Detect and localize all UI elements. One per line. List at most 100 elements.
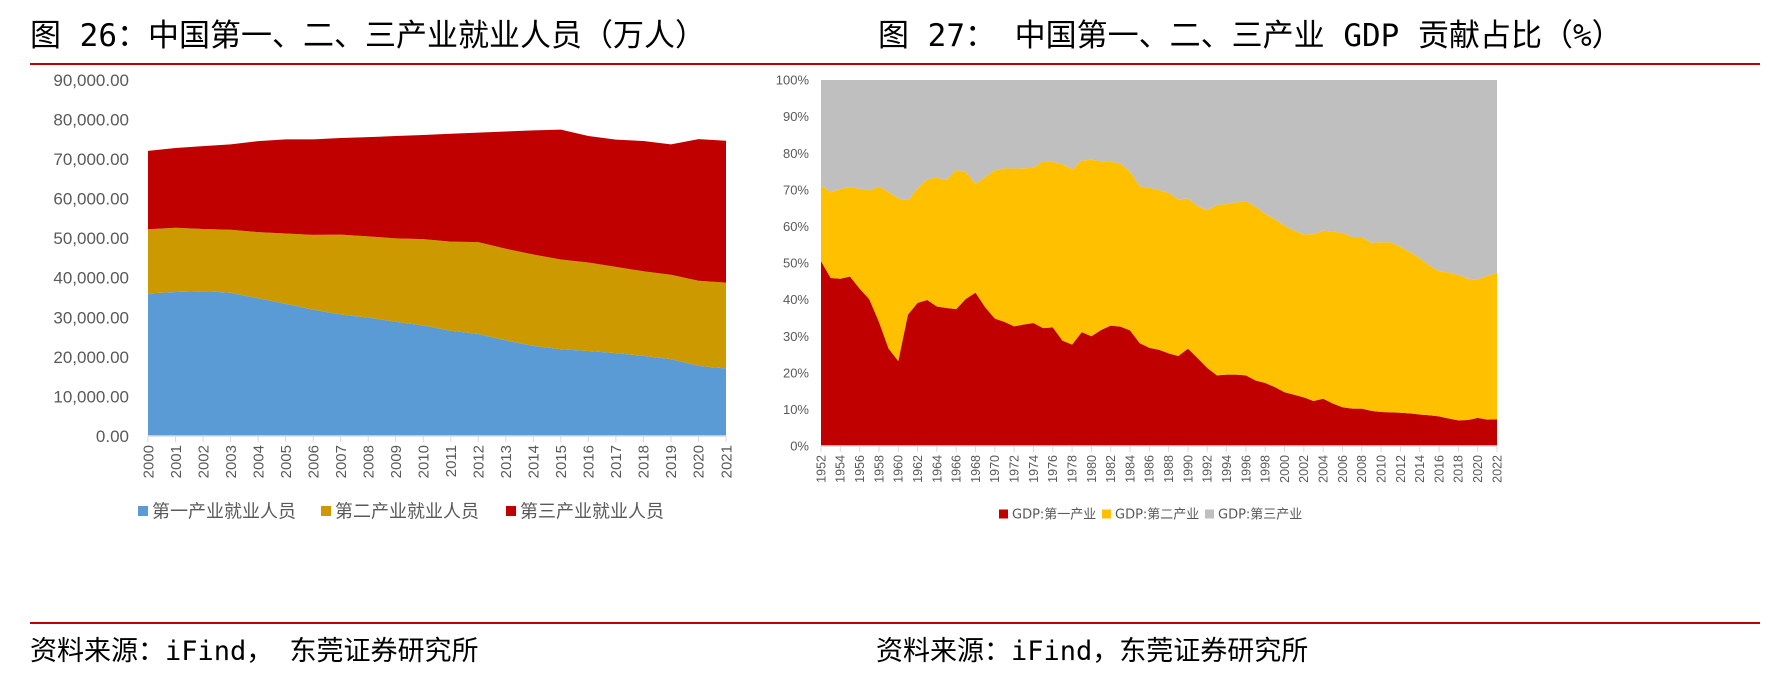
y-tick-label: 70% — [783, 182, 809, 197]
x-tick-label: 1964 — [930, 455, 944, 483]
x-tick-label: 1962 — [911, 455, 925, 483]
y-tick-label: 50% — [783, 256, 809, 271]
x-tick-label: 1994 — [1220, 455, 1234, 483]
x-tick-label: 2004 — [250, 445, 267, 478]
area-series-left-3 — [148, 129, 726, 283]
x-tick-label: 2009 — [388, 445, 405, 478]
y-tick-label: 50,000.00 — [53, 229, 129, 248]
x-tick-label: 2000 — [140, 445, 157, 478]
x-tick-label: 2008 — [360, 445, 377, 478]
right-source-note: 资料来源：iFind，东莞证券研究所 — [876, 636, 1309, 667]
x-tick-label: 2012 — [471, 445, 488, 478]
x-tick-label: 1992 — [1201, 455, 1215, 483]
source-divider — [30, 622, 1760, 624]
x-tick-label: 2016 — [581, 445, 598, 478]
y-tick-label: 10,000.00 — [53, 387, 129, 406]
legend-swatch-left-2 — [321, 506, 331, 516]
y-tick-label: 100% — [776, 73, 810, 88]
x-tick-label: 2003 — [223, 445, 240, 478]
x-tick-label: 1952 — [814, 455, 828, 483]
legend-swatch-right-3 — [1205, 509, 1214, 519]
x-tick-label: 1996 — [1239, 455, 1253, 483]
y-tick-label: 20% — [783, 365, 809, 380]
gdp-share-area-chart: 0% 10% 20% 30% 40% 50% 60% 70% 80% 90% 100% 1952 195… — [776, 73, 1505, 523]
left-chart-title: 图 26：中国第一、二、三产业就业人员（万人） — [30, 18, 706, 54]
x-tick-label: 2012 — [1394, 455, 1408, 483]
x-tick-label: 2006 — [1336, 455, 1350, 483]
area-series-right-1 — [821, 261, 1497, 446]
x-tick-label: 2017 — [608, 445, 625, 478]
x-tick-label: 2001 — [168, 445, 185, 478]
y-tick-label: 0.00 — [96, 427, 129, 446]
y-tick-label: 80,000.00 — [53, 111, 129, 130]
y-tick-label: 80% — [783, 146, 809, 161]
x-tick-label: 1974 — [1027, 455, 1041, 483]
x-tick-label: 1990 — [1181, 455, 1195, 483]
x-tick-label: 2020 — [1471, 455, 1485, 483]
x-tick-label: 2016 — [1432, 455, 1446, 483]
x-tick-label: 2019 — [663, 445, 680, 478]
x-tick-label: 2002 — [1297, 455, 1311, 483]
legend-label-left-3: 第三产业就业人员 — [520, 501, 664, 522]
x-tick-label: 2021 — [718, 445, 735, 478]
x-tick-label: 1966 — [950, 455, 964, 483]
y-tick-label: 30% — [783, 329, 809, 344]
legend-label-right-3: GDP:第三产业 — [1218, 508, 1302, 523]
x-tick-label: 1998 — [1259, 455, 1273, 483]
x-tick-label: 2020 — [691, 445, 708, 478]
area-series-left-2 — [148, 227, 726, 369]
area-series-right-3 — [821, 80, 1497, 280]
x-tick-label: 2010 — [1374, 455, 1388, 483]
y-tick-label: 90% — [783, 109, 809, 124]
x-tick-label: 1954 — [834, 455, 848, 483]
x-tick-label: 2002 — [195, 445, 212, 478]
x-tick-label: 1980 — [1085, 455, 1099, 483]
x-tick-label: 1958 — [872, 455, 886, 483]
x-tick-label: 1960 — [892, 455, 906, 483]
x-tick-label: 2010 — [415, 445, 432, 478]
x-tick-label: 2011 — [443, 445, 460, 477]
y-tick-label: 10% — [783, 402, 809, 417]
x-tick-label: 2008 — [1355, 455, 1369, 483]
x-tick-label: 2022 — [1490, 455, 1504, 483]
x-tick-label: 2004 — [1317, 455, 1331, 483]
x-tick-label: 1972 — [1008, 455, 1022, 483]
y-tick-label: 60% — [783, 219, 809, 234]
y-tick-label: 90,000.00 — [53, 71, 129, 90]
y-tick-label: 60,000.00 — [53, 190, 129, 209]
y-tick-label: 40% — [783, 292, 809, 307]
legend-label-right-2: GDP:第二产业 — [1115, 508, 1199, 523]
area-series-left-1 — [148, 291, 726, 436]
x-tick-label: 1988 — [1162, 455, 1176, 483]
title-divider — [30, 63, 1760, 65]
x-tick-label: 2007 — [333, 445, 350, 478]
y-tick-label: 20,000.00 — [53, 348, 129, 367]
legend-label-right-1: GDP:第一产业 — [1012, 508, 1096, 523]
x-tick-label: 2014 — [526, 445, 543, 478]
y-tick-label: 70,000.00 — [53, 150, 129, 169]
x-tick-label: 2005 — [278, 445, 295, 478]
legend-swatch-left-3 — [506, 506, 516, 516]
legend-label-left-2: 第二产业就业人员 — [335, 501, 479, 522]
legend-label-left-1: 第一产业就业人员 — [152, 501, 296, 522]
employment-area-chart: 0.00 10,000.00 20,000.00 30,000.00 40,000.00… — [53, 71, 735, 523]
y-tick-label: 40,000.00 — [53, 269, 129, 288]
x-tick-label: 2006 — [305, 445, 322, 478]
x-tick-label: 1970 — [988, 455, 1002, 483]
legend-swatch-right-2 — [1102, 509, 1111, 519]
left-source-note: 资料来源：iFind， 东莞证券研究所 — [30, 636, 479, 667]
x-tick-label: 1984 — [1123, 455, 1137, 483]
y-tick-label: 0% — [790, 439, 809, 454]
x-tick-label: 1956 — [853, 455, 867, 483]
x-tick-label: 2013 — [498, 445, 515, 478]
x-tick-label: 1986 — [1143, 455, 1157, 483]
x-tick-label: 2000 — [1278, 455, 1292, 483]
x-tick-label: 2015 — [553, 445, 570, 478]
x-tick-label: 1978 — [1065, 455, 1079, 483]
area-series-right-2 — [821, 159, 1497, 421]
legend-swatch-right-1 — [999, 509, 1008, 519]
x-tick-label: 2014 — [1413, 455, 1427, 483]
x-tick-label: 1976 — [1046, 455, 1060, 483]
legend-swatch-left-1 — [138, 506, 148, 516]
